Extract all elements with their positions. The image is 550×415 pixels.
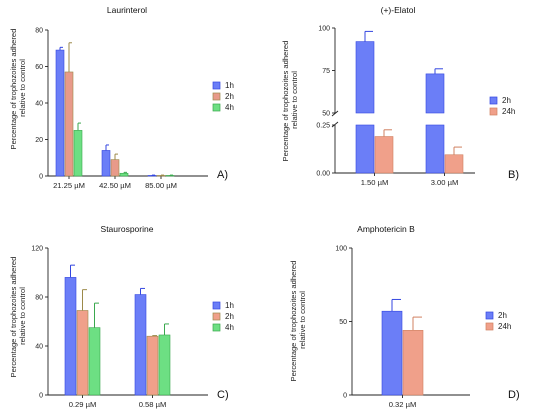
panel-a-y-tick-label: 20 bbox=[35, 137, 43, 144]
panel-b-legend-swatch-2h bbox=[489, 96, 498, 105]
panel-a-legend-swatch-4h bbox=[212, 103, 221, 112]
panel-d-ylabel: Percentage of trophozoites adhered relat… bbox=[289, 259, 307, 382]
panel-c-y-tick-label: 80 bbox=[35, 295, 43, 302]
panel-c-ylabel: Percentage of trophozoites adhered relat… bbox=[9, 255, 27, 378]
panel-b-y-tick-label: 100 bbox=[318, 26, 330, 33]
panel-a-y-tick-label: 60 bbox=[35, 64, 43, 71]
panel-b-category-label: 1.50 µM bbox=[361, 178, 389, 187]
panel-a-y-tick-label: 40 bbox=[35, 101, 43, 108]
panel-d-legend-swatch-2h bbox=[485, 311, 494, 320]
panel-c-bar-2h bbox=[146, 335, 159, 396]
panel-a-legend-label-1h: 1h bbox=[225, 81, 234, 90]
panel-c-legend-swatch-4h bbox=[212, 323, 221, 332]
panel-d-category-label: 0.32 µM bbox=[389, 400, 417, 409]
panel-b-bar-2h bbox=[425, 124, 445, 174]
panel-a-ylabel: Percentage of trophozoites adhered relat… bbox=[9, 27, 27, 150]
panel-a-category-label: 42.50 µM bbox=[99, 181, 131, 190]
panel-a-ylabel-line1: Percentage of trophozoites adhered bbox=[9, 29, 18, 150]
panel-b-axes: 50 75 100 0.00 0.25 1.50 µM 3.00 µM 2h 24h bbox=[316, 26, 515, 188]
panel-c-legend-label-4h: 4h bbox=[225, 323, 234, 332]
panel-c-bar-4h bbox=[158, 334, 171, 396]
panel-c-legend-label-2h: 2h bbox=[225, 312, 234, 321]
panel-a-legend-swatch-1h bbox=[212, 81, 221, 90]
panel-c-ylabel-line1: Percentage of trophozoites adhered bbox=[9, 257, 18, 378]
panel-b-ylabel-line1: Percentage of trophozoites adhered bbox=[281, 41, 290, 162]
panel-c-ylabel-line2: relative to control bbox=[18, 287, 27, 345]
panel-d-y-tick-label: 50 bbox=[339, 319, 347, 326]
panel-b-label: B) bbox=[508, 169, 519, 181]
panel-d-bar-2h bbox=[381, 310, 403, 396]
panel-d-label: D) bbox=[508, 389, 520, 401]
panel-b-y-tick-label: 50 bbox=[322, 111, 330, 118]
panel-d-legend-label-24h: 24h bbox=[498, 322, 511, 331]
panel-c-legend-swatch-1h bbox=[212, 301, 221, 310]
panel-a-ylabel-line2: relative to control bbox=[18, 59, 27, 117]
panel-b-y-tick-label: 0.25 bbox=[316, 123, 330, 130]
panel-d-legend-label-2h: 2h bbox=[498, 311, 507, 320]
panel-a-legend-label-4h: 4h bbox=[225, 103, 234, 112]
panel-a-legend-swatch-2h bbox=[212, 92, 221, 101]
panel-c-bar-2h bbox=[76, 310, 89, 396]
panel-a-bar-1h bbox=[101, 150, 111, 177]
panel-b-bar-2h bbox=[355, 124, 375, 174]
panel-b-title: (+)-Elatol bbox=[381, 5, 416, 15]
panel-a-bar-2h bbox=[110, 159, 120, 177]
panel-c-category-label: 0.58 µM bbox=[139, 400, 167, 409]
panel-b-ylabel: Percentage of trophozoites adhered relat… bbox=[281, 39, 299, 162]
panel-a-category-label: 21.25 µM bbox=[53, 181, 85, 190]
panel-c-y-tick-label: 0 bbox=[39, 393, 43, 400]
panel-a-bar-4h bbox=[73, 130, 83, 177]
panel-d-title: Amphotericin B bbox=[357, 224, 415, 234]
panel-a-y-tick-label: 80 bbox=[35, 28, 43, 35]
panel-b-y-tick-label: 0.00 bbox=[316, 171, 330, 178]
panel-a-axes: 0 20 40 60 80 21.25 µM 42.50 µM 85.00 µM 1h 2h 4h bbox=[35, 28, 234, 191]
panel-a-bar-1h bbox=[55, 49, 65, 177]
panel-a-category-label: 85.00 µM bbox=[145, 181, 177, 190]
panel-b-category-label: 3.00 µM bbox=[431, 178, 459, 187]
panel-d-legend-swatch-24h bbox=[485, 322, 494, 331]
panel-c-bar-1h bbox=[64, 277, 77, 396]
panel-d-ylabel-line1: Percentage of trophozoites adhered bbox=[289, 261, 298, 382]
panel-c-legend-label-1h: 1h bbox=[225, 301, 234, 310]
panel-d-y-tick-label: 0 bbox=[343, 393, 347, 400]
panel-a-legend-label-2h: 2h bbox=[225, 92, 234, 101]
panel-c-bar-4h bbox=[88, 327, 101, 396]
panel-b-axis-break-mark bbox=[331, 121, 339, 128]
panel-d-ylabel-line2: relative to control bbox=[298, 291, 307, 349]
panel-b-bar-24h bbox=[444, 154, 464, 174]
panel-c-bar-1h bbox=[134, 294, 147, 396]
panel-b-legend-label-2h: 2h bbox=[502, 96, 511, 105]
panel-a-y-tick-label: 0 bbox=[39, 174, 43, 181]
panel-d: Amphotericin B Percentage of trophozoite… bbox=[289, 224, 520, 409]
panel-b-y-tick-label: 75 bbox=[322, 68, 330, 75]
panel-b-bar-2h bbox=[355, 41, 375, 114]
panel-c-y-tick-label: 120 bbox=[31, 246, 43, 253]
panel-b-ylabel-line2: relative to control bbox=[290, 71, 299, 129]
panel-d-y-tick-label: 100 bbox=[335, 246, 347, 253]
panel-d-axes: 0 50 100 0.32 µM 2h 24h bbox=[335, 246, 511, 410]
panel-a-label: A) bbox=[217, 169, 228, 181]
panel-a-bar-4h bbox=[119, 172, 129, 177]
panel-a: Laurinterol Percentage of trophozoites a… bbox=[9, 5, 234, 190]
panel-c-y-tick-label: 40 bbox=[35, 344, 43, 351]
panel-a-title: Laurinterol bbox=[107, 5, 147, 15]
panel-c-axes: 0 40 80 120 0.29 µM 0.58 µM 1h 2h 4h bbox=[31, 246, 234, 410]
panel-b-legend-label-24h: 24h bbox=[502, 107, 515, 116]
panel-b-bar-2h bbox=[425, 73, 445, 114]
panel-d-bar-24h bbox=[402, 330, 424, 396]
panel-c-label: C) bbox=[217, 389, 229, 401]
panel-c-title: Staurosporine bbox=[101, 224, 154, 234]
panel-c-category-label: 0.29 µM bbox=[69, 400, 97, 409]
panel-b-legend-swatch-24h bbox=[489, 107, 498, 116]
panel-b: (+)-Elatol Percentage of trophozoites ad… bbox=[281, 5, 519, 187]
panel-a-bar-2h bbox=[64, 71, 74, 177]
panel-c: Staurosporine Percentage of trophozoites… bbox=[9, 224, 234, 409]
panel-b-axis-break-mark bbox=[331, 110, 339, 117]
panel-c-legend-swatch-2h bbox=[212, 312, 221, 321]
panel-b-bar-24h bbox=[374, 136, 394, 174]
